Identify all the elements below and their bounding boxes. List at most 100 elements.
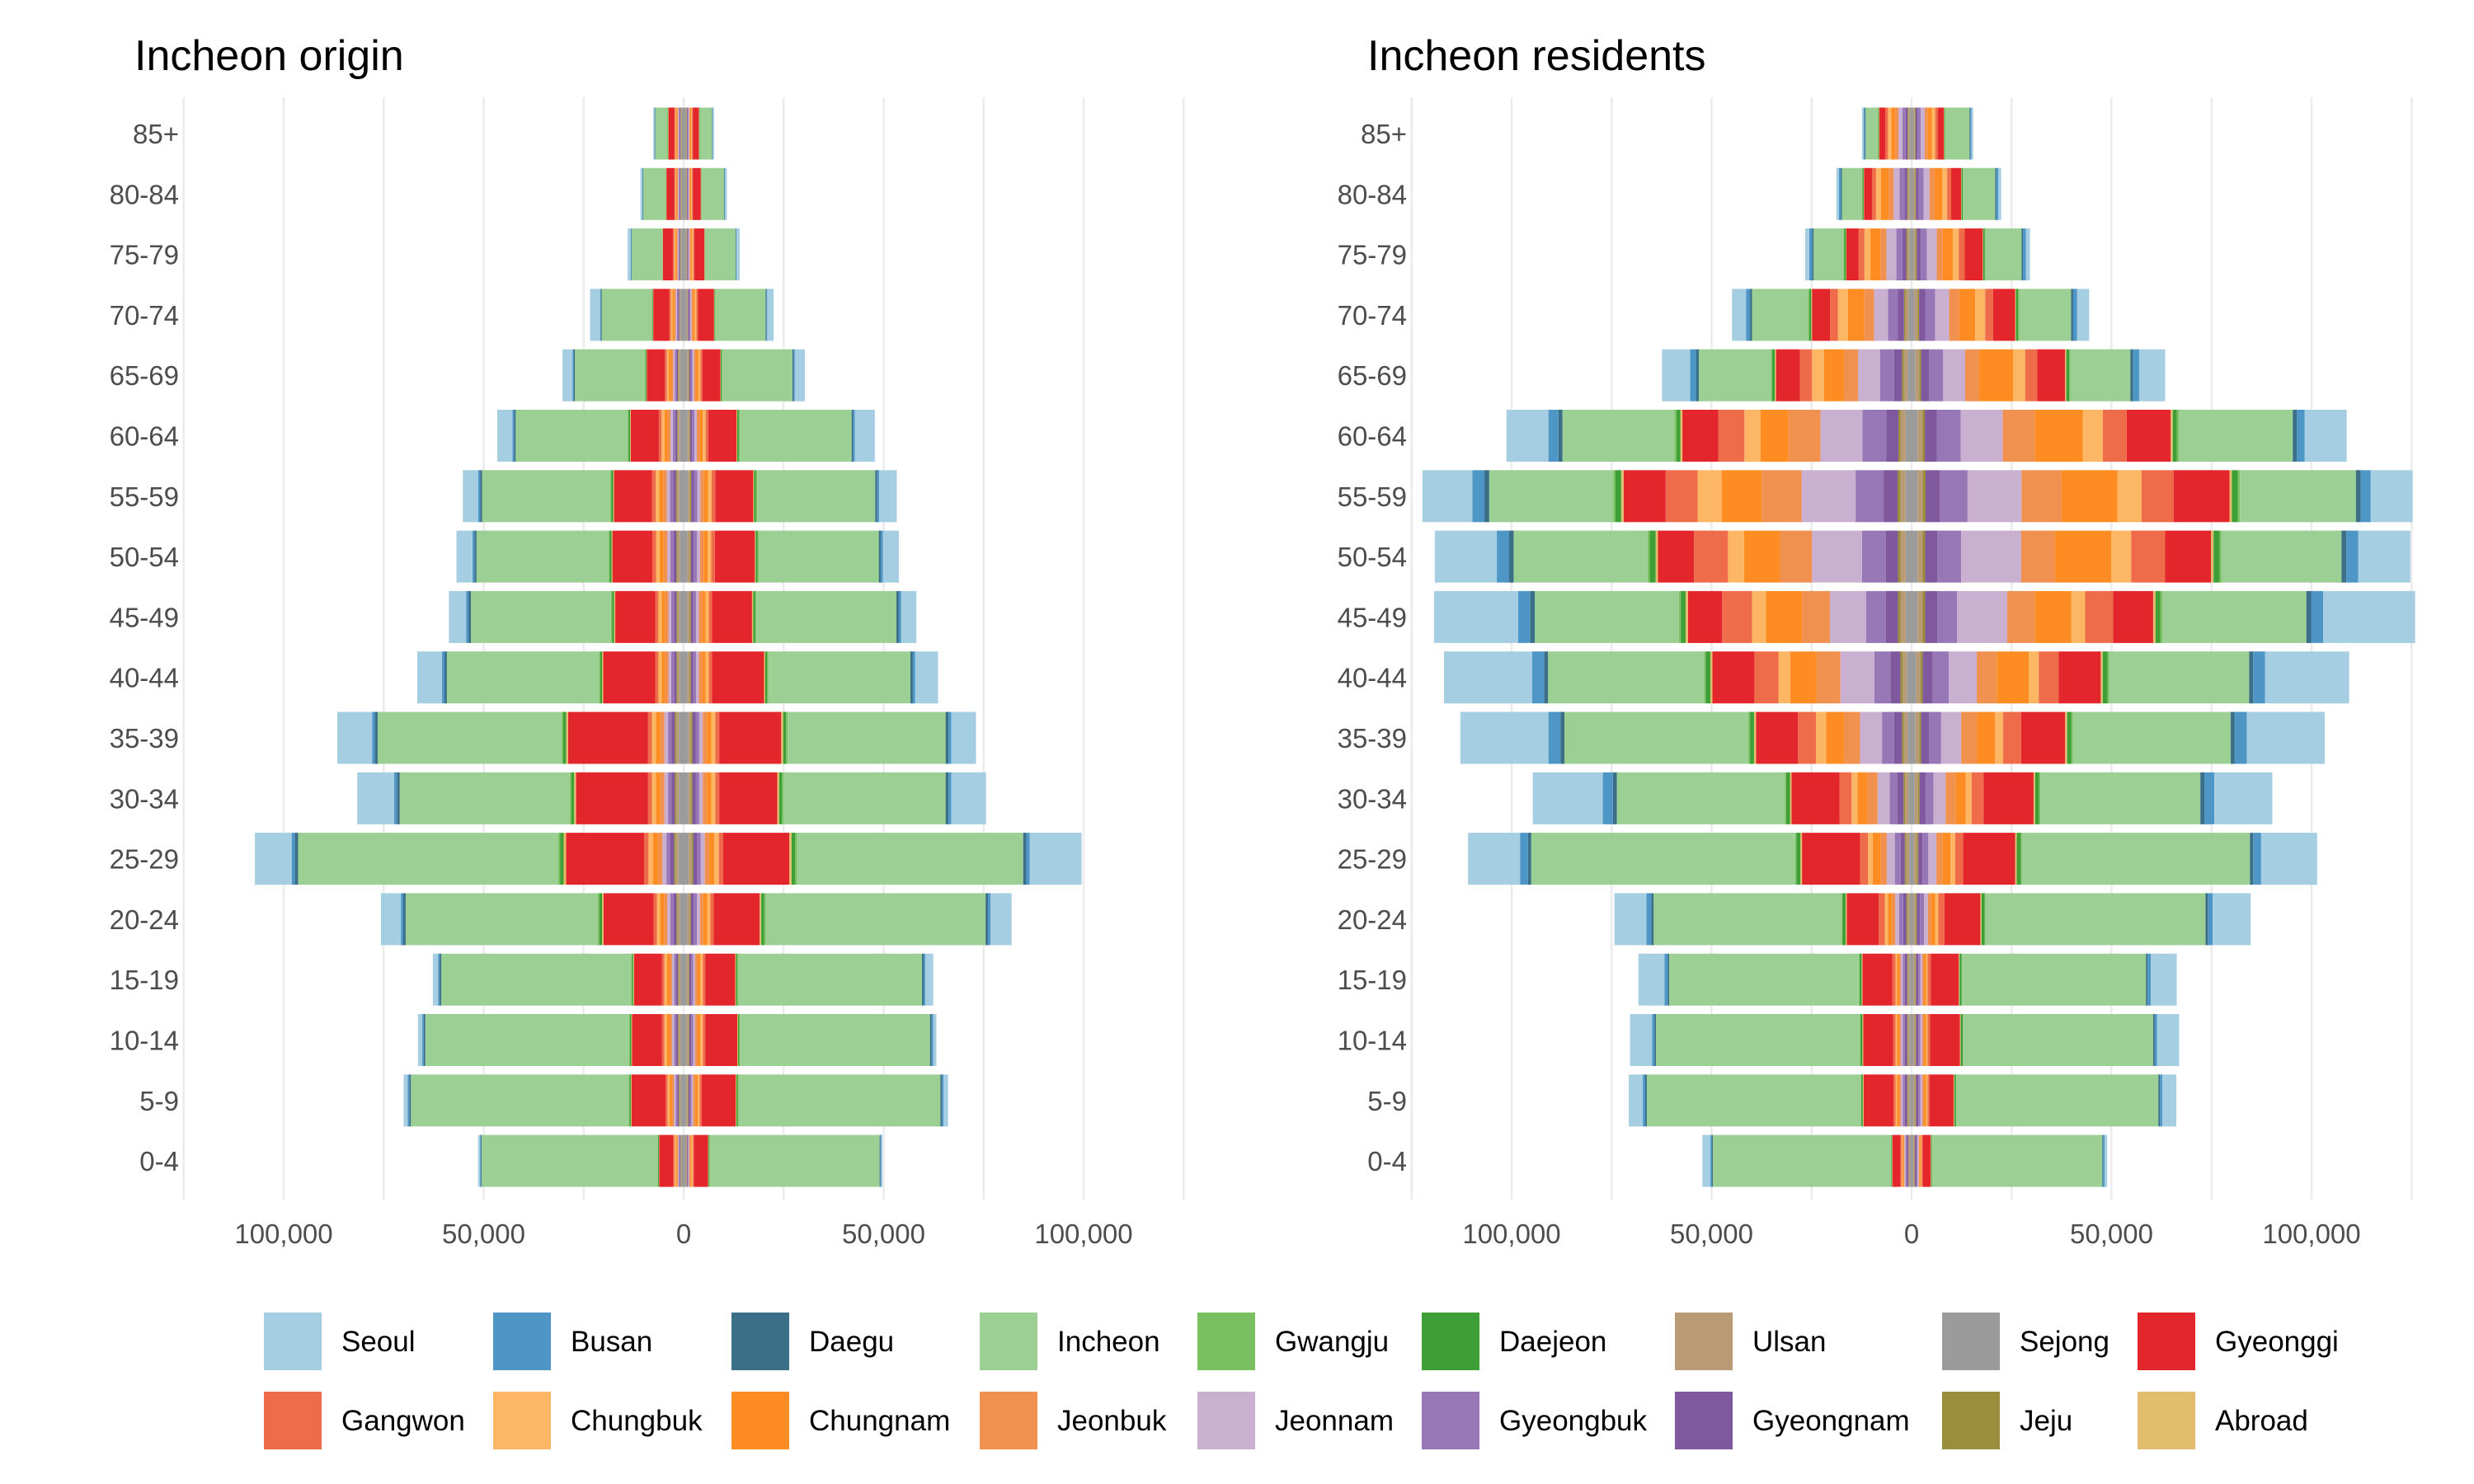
bar-left-75-79-seoul <box>628 228 631 281</box>
bar-right-35-39-incheon <box>788 711 946 764</box>
bar-left-70-74-jeju <box>1903 289 1906 341</box>
bar-right-85-gyeongnam <box>686 107 688 160</box>
bar-left-20-24-gyeongbuk <box>670 893 674 946</box>
bar-left-60-64-abroad <box>630 410 631 462</box>
bar-left-5-9-jeonbuk <box>671 1074 675 1127</box>
bar-right-65-69-chungnam <box>1978 349 2014 402</box>
bar-right-45-49-abroad <box>751 590 754 643</box>
bar-left-10-14-jeju <box>678 1014 680 1066</box>
bar-left-35-39-chungnam <box>1826 711 1845 764</box>
bar-left-60-64-jeju <box>677 410 679 462</box>
bar-right-60-64-sejong <box>684 410 688 462</box>
bar-left-5-9-gyeongbuk <box>675 1074 678 1127</box>
bar-left-20-24-chungnam <box>660 893 665 946</box>
bar-left-20-24-jeonnam <box>1895 893 1899 946</box>
bar-right-35-39-ulsan <box>688 711 691 764</box>
bar-left-10-14-ulsan <box>1907 1014 1910 1066</box>
bar-left-5-9-busan <box>1643 1074 1645 1127</box>
bar-right-10-14-jeonbuk <box>695 1014 698 1066</box>
bar-left-25-29-sejong <box>678 833 684 885</box>
bar-left-15-19-gyeongnam <box>1904 953 1907 1006</box>
bar-left-50-54-daejeon <box>1649 530 1656 583</box>
bar-left-35-39-sejong <box>1907 711 1912 764</box>
bar-right-25-29-gyeonggi <box>1963 833 2015 885</box>
bar-right-5-9-chungnam <box>695 1074 698 1127</box>
bar-left-30-34-jeonbuk <box>1867 772 1878 824</box>
bar-right-60-64-busan <box>2297 410 2305 462</box>
bar-left-0-4-busan <box>480 1134 482 1187</box>
bar-left-45-49-chungbuk <box>658 590 662 643</box>
bar-left-30-34-gyeongnam <box>1898 772 1904 824</box>
bar-left-25-29-jeonnam <box>1886 833 1895 885</box>
bar-left-40-44-daejeon <box>600 651 603 704</box>
bar-right-85-busan <box>1970 107 1972 160</box>
bar-right-55-59-gyeongnam <box>691 470 694 523</box>
bar-left-65-69-gyeonggi <box>1776 349 1800 402</box>
bar-left-10-14-sejong <box>1909 1014 1912 1066</box>
bar-right-5-9-daejeon <box>1954 1074 1956 1127</box>
bar-left-0-4-seoul <box>477 1134 481 1187</box>
bar-left-15-19-chungbuk <box>1895 953 1898 1006</box>
bar-left-35-39-jeju <box>1902 711 1904 764</box>
bar-right-25-29-gyeonggi <box>723 833 790 885</box>
bar-right-10-14-gyeonggi <box>705 1014 737 1066</box>
bar-right-15-19-busan <box>2147 953 2152 1006</box>
bar-right-0-4-chungnam <box>690 1134 692 1187</box>
bar-right-45-49-chungnam <box>2034 590 2072 643</box>
bar-left-5-9-daegu <box>1644 1074 1647 1127</box>
bar-left-75-79-jeonnam <box>677 228 679 281</box>
legend-label: Gwangju <box>1275 1326 1389 1358</box>
x-tick-label: 0 <box>1904 1219 1919 1249</box>
bar-left-25-29-chungbuk <box>1868 833 1873 885</box>
bar-left-30-34-abroad <box>1790 772 1792 824</box>
bar-left-40-44-abroad <box>602 651 604 704</box>
bar-right-0-4-gyeongnam <box>686 1134 688 1187</box>
bar-right-5-9-gyeongnam <box>688 1074 690 1127</box>
y-tick-label: 65-69 <box>110 360 179 391</box>
bar-left-75-79-sejong <box>1909 228 1912 281</box>
bar-left-45-49-seoul <box>449 590 467 643</box>
bar-left-60-64-incheon <box>1562 410 1675 462</box>
bar-left-25-29-daejeon <box>1796 833 1801 885</box>
bar-right-20-24-seoul <box>990 893 1012 946</box>
bar-left-25-29-gwangju <box>557 833 561 885</box>
bar-right-50-54-incheon <box>2221 530 2342 583</box>
legend-item-sejong: Sejong <box>1942 1313 2109 1370</box>
bar-right-80-84-daegu <box>1995 167 1997 220</box>
bar-right-70-74-seoul <box>2077 289 2090 341</box>
bar-left-45-49-chungnam <box>1766 590 1803 643</box>
bar-right-20-24-ulsan <box>1913 893 1916 946</box>
bar-left-45-49-gwangju <box>610 590 613 643</box>
bar-right-40-44-jeonnam <box>1949 651 1978 704</box>
bar-left-65-69-gyeongbuk <box>1879 349 1894 402</box>
bar-right-45-49-daegu <box>896 590 899 643</box>
bar-right-60-64-seoul <box>2304 410 2347 462</box>
bar-left-60-64-jeonbuk <box>1788 410 1821 462</box>
bar-left-20-24-seoul <box>380 893 402 946</box>
bar-left-35-39-ulsan <box>676 711 680 764</box>
bar-left-80-84-chungnam <box>675 167 678 220</box>
bar-left-45-49-gangwon <box>1722 590 1752 643</box>
bar-right-60-64-jeonbuk <box>2002 410 2035 462</box>
bar-left-55-59-chungbuk <box>1697 470 1722 523</box>
bar-right-0-4-gangwon <box>1921 1134 1923 1187</box>
bar-left-70-74-daegu <box>1750 289 1752 341</box>
bar-left-25-29-busan <box>1520 833 1528 885</box>
bar-right-35-39-jeju <box>690 711 693 764</box>
bar-right-0-4-jeonbuk <box>1918 1134 1920 1187</box>
bar-right-0-4-daegu <box>2102 1134 2104 1187</box>
bar-right-40-44-gyeongnam <box>1922 651 1933 704</box>
bar-right-45-49-ulsan <box>1917 590 1923 643</box>
legend-swatch <box>980 1392 1037 1449</box>
bar-right-70-74-gyeonggi <box>1992 289 2015 341</box>
y-tick-label: 30-34 <box>110 783 179 814</box>
bar-left-50-54-gangwon <box>1694 530 1729 583</box>
bar-right-60-64-daejeon <box>736 410 739 462</box>
bar-right-35-39-gyeongnam <box>692 711 696 764</box>
bar-right-45-49-incheon <box>2162 590 2307 643</box>
bar-right-40-44-abroad <box>2100 651 2103 704</box>
bar-left-60-64-gyeonggi <box>630 410 659 462</box>
bar-left-80-84-gyeongbuk <box>679 167 680 220</box>
bar-left-20-24-jeju <box>676 893 678 946</box>
bar-right-5-9-ulsan <box>1913 1074 1916 1127</box>
